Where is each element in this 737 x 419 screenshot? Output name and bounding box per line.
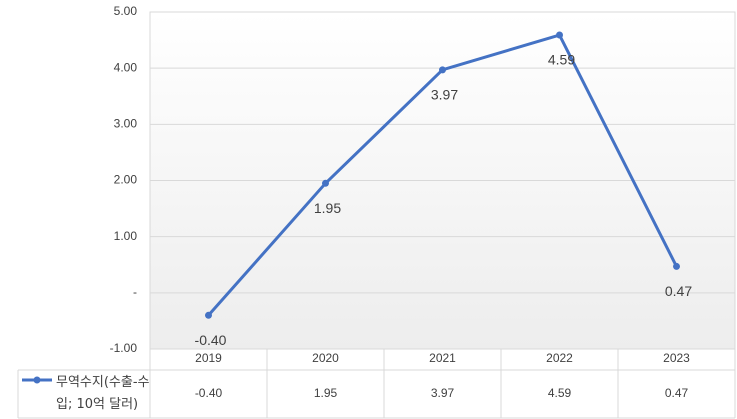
y-tick-label: -1.00 <box>110 341 138 355</box>
marker <box>322 179 329 187</box>
y-tick-label: 1.00 <box>114 229 138 243</box>
legend-label: 무역수지(수출-수입; 10억 달러) <box>56 375 150 412</box>
y-tick-label: 5.00 <box>114 4 138 18</box>
x-tick-label: 2021 <box>429 351 456 365</box>
legend-marker <box>33 376 41 384</box>
data-label: -0.40 <box>195 332 227 348</box>
marker <box>205 311 212 319</box>
table-value: -0.40 <box>195 386 223 400</box>
plot-border <box>149 11 736 350</box>
data-label: 4.59 <box>548 52 575 68</box>
marker <box>556 31 563 39</box>
x-tick-label: 2022 <box>546 351 573 365</box>
data-label: 3.97 <box>431 87 458 103</box>
y-tick-label: 2.00 <box>114 173 138 187</box>
table-value: 1.95 <box>314 386 338 400</box>
y-tick-label: 3.00 <box>114 117 138 131</box>
table-value: 4.59 <box>548 386 572 400</box>
x-tick-label: 2019 <box>195 351 222 365</box>
x-tick-label: 2020 <box>312 351 339 365</box>
data-label: 0.47 <box>665 283 692 299</box>
marker <box>673 262 680 270</box>
table-value: 0.47 <box>665 386 689 400</box>
x-tick-label: 2023 <box>663 351 690 365</box>
marker <box>439 66 446 74</box>
data-label: 1.95 <box>314 200 341 216</box>
table-value: 3.97 <box>431 386 455 400</box>
y-tick-label: 4.00 <box>114 60 138 74</box>
y-tick-label: - <box>133 285 137 299</box>
